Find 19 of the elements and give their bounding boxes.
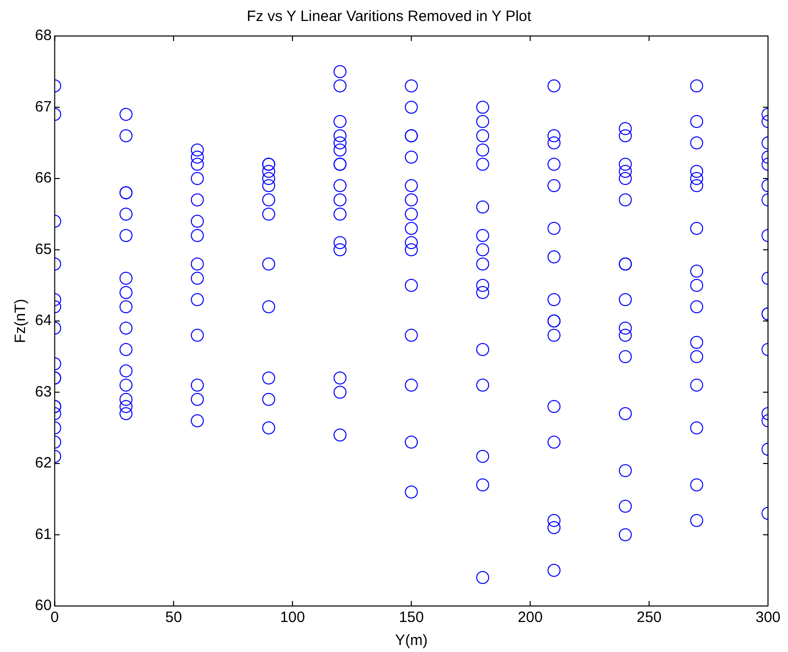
y-tick-label: 63 [34, 383, 52, 400]
y-tick-label: 64 [34, 312, 52, 330]
x-tick-label: 100 [280, 609, 305, 626]
x-axis-title: Y(m) [395, 632, 428, 650]
x-tick-label: 200 [518, 609, 543, 626]
y-tick-label: 66 [34, 170, 52, 187]
y-axis-title: Fz(nT) [12, 298, 30, 344]
y-tick-label: 68 [34, 27, 52, 44]
y-tick-label: 65 [34, 240, 52, 258]
y-tick-label: 62 [34, 454, 52, 472]
x-tick-label: 250 [636, 609, 662, 626]
x-tick-label: 150 [398, 609, 424, 626]
x-tick-label: 0 [50, 609, 59, 626]
x-tick-label: 50 [165, 609, 182, 626]
y-tick-label: 61 [34, 526, 52, 543]
y-tick-label: 67 [34, 98, 52, 116]
x-tick-label: 300 [755, 609, 781, 626]
y-tick-label: 60 [34, 597, 52, 614]
chart-title: Fz vs Y Linear Varitions Removed in Y Plot [246, 8, 532, 26]
